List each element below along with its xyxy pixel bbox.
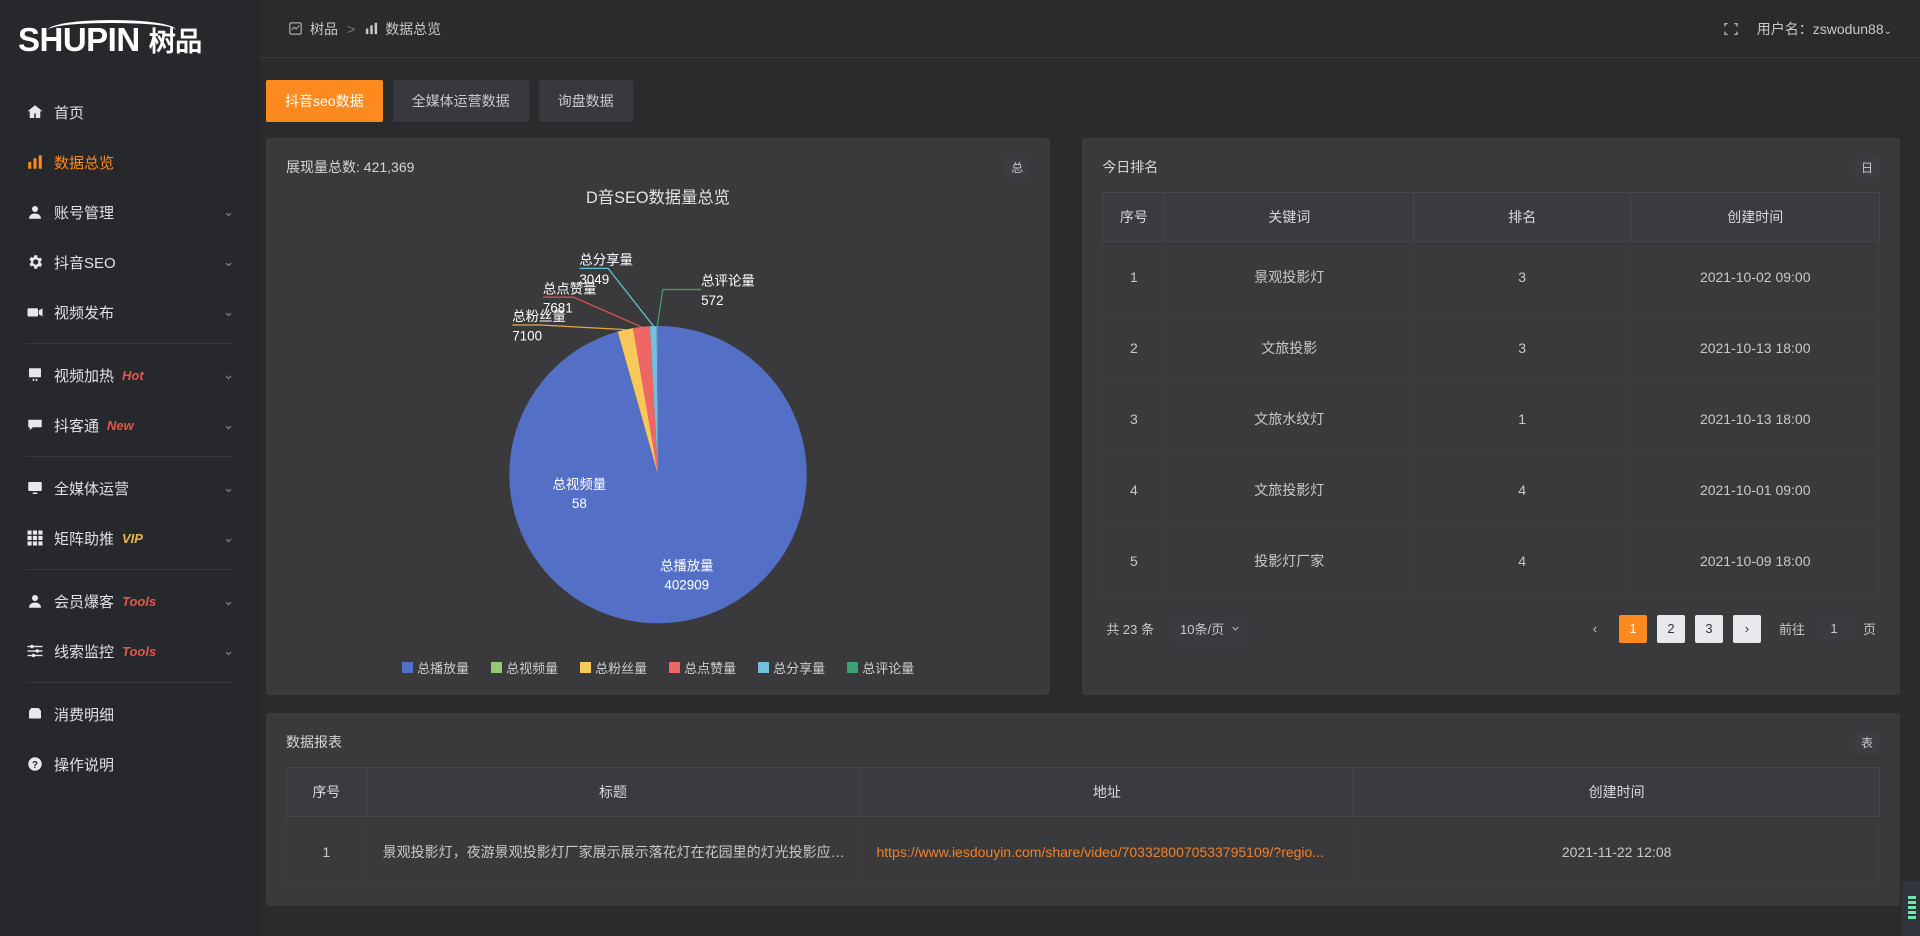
svg-text:总点赞量: 总点赞量 xyxy=(543,281,597,296)
svg-text:402909: 402909 xyxy=(665,578,710,593)
svg-text:D音SEO数据量总览: D音SEO数据量总览 xyxy=(586,189,730,207)
svg-text:总播放量: 总播放量 xyxy=(660,559,714,574)
svg-text:58: 58 xyxy=(572,496,587,511)
svg-text:572: 572 xyxy=(701,293,723,308)
svg-text:7100: 7100 xyxy=(512,328,542,343)
svg-text:总粉丝量: 总粉丝量 xyxy=(512,309,566,324)
svg-text:总视频量: 总视频量 xyxy=(553,477,607,492)
svg-text:?: ? xyxy=(32,760,38,771)
svg-text:总分享量: 总分享量 xyxy=(580,252,634,268)
svg-text:总评论量: 总评论量 xyxy=(701,274,755,289)
